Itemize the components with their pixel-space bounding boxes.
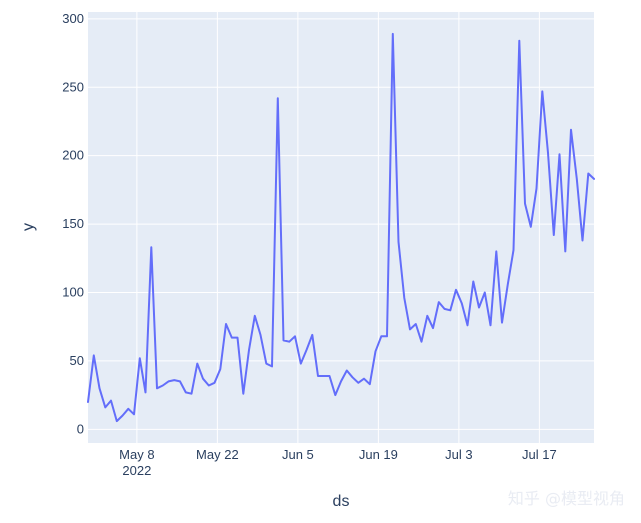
series-line-y [87,32,595,423]
y-tick-label: 250 [62,79,84,94]
y-tick-label: 0 [77,421,84,436]
y-tick-label: 150 [62,216,84,231]
y-axis-ticks: 0 50 100 150 200 250 300 [62,11,84,436]
y-tick-label: 200 [62,148,84,163]
x-tick-label: May 8 [119,447,154,462]
x-tick-sublabel: 2022 [122,463,151,478]
y-axis-title: y [20,223,37,231]
x-tick-label: May 22 [196,447,239,462]
x-tick-label: Jul 17 [522,447,557,462]
plot-background [88,12,594,443]
y-tick-label: 300 [62,11,84,26]
series-layer [87,32,595,423]
x-tick-label: Jun 19 [359,447,398,462]
vertical-gridlines [136,12,540,443]
x-tick-label: Jul 3 [445,447,472,462]
y-tick-label: 50 [70,353,84,368]
horizontal-gridlines [88,18,594,430]
x-axis-title: ds [333,493,350,510]
watermark-text: 知乎 @模型视角 [507,489,625,508]
y-tick-label: 100 [62,284,84,299]
x-tick-label: Jun 5 [282,447,314,462]
